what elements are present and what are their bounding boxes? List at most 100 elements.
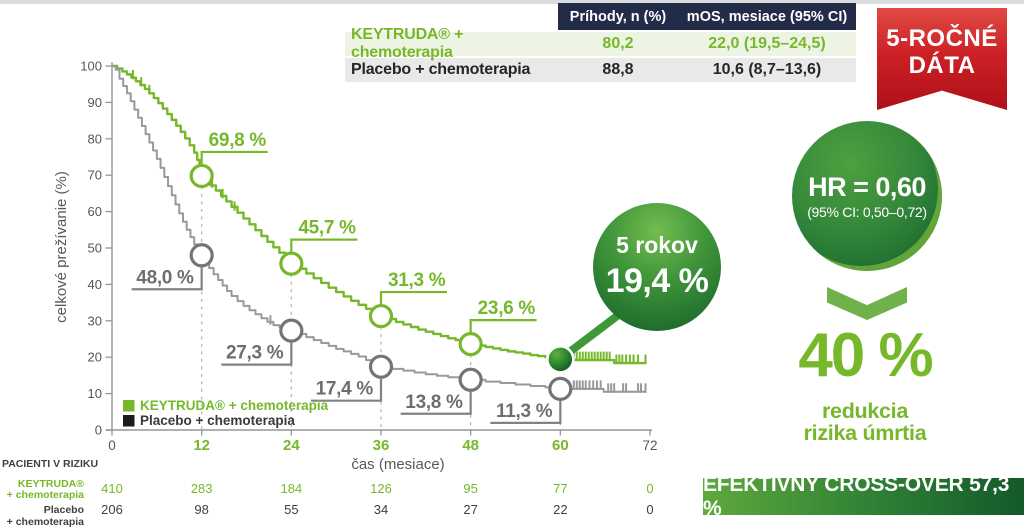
- milestone-point-placebo: [458, 367, 483, 392]
- x-axis-title: čas (mesiace): [351, 456, 444, 473]
- at-risk-value: 34: [374, 502, 388, 517]
- callout-line: [221, 342, 293, 366]
- at-risk-label-keytruda-2: + chemoterapia: [7, 489, 84, 501]
- five-year-highlight-circle: [593, 203, 721, 331]
- callout-line: [290, 238, 358, 252]
- y-tick-label: 20: [88, 350, 102, 365]
- callout-line: [379, 290, 447, 305]
- badge-line2: DÁTA: [908, 52, 976, 79]
- row-label: Placebo + chemoterapia: [351, 61, 531, 78]
- hr-value: HR = 0,60: [808, 172, 926, 202]
- legend-swatch-placebo: [123, 415, 135, 427]
- y-tick-label: 40: [88, 277, 102, 292]
- callout-line: [131, 267, 203, 291]
- censor-ticks: [131, 69, 647, 393]
- callout-line: [400, 391, 472, 415]
- at-risk-label-placebo-2: + chemoterapia: [7, 516, 84, 528]
- col-header-events: Príhody, n (%): [569, 8, 667, 25]
- summary-table: Príhody, n (%) mOS, mesiace (95% CI) KEY…: [345, 3, 856, 82]
- y-tick-label: 90: [88, 95, 102, 110]
- risk-reduction-line1: redukcia: [821, 399, 909, 423]
- callout-label: 13,8 %: [405, 392, 463, 413]
- axis-lines: [106, 62, 652, 431]
- x-tick-label: 60: [552, 437, 569, 454]
- at-risk-label-keytruda-1: KEYTRUDA®: [18, 478, 84, 490]
- x-tick-label: 36: [373, 437, 390, 454]
- at-risk-value: 126: [370, 481, 392, 496]
- summary-table-header-band: Príhody, n (%) mOS, mesiace (95% CI): [558, 3, 856, 30]
- y-tick-label: 0: [95, 423, 102, 438]
- risk-reduction-text: redukcia rizika úmrtia: [765, 400, 965, 444]
- y-tick-label: 60: [88, 204, 102, 219]
- callout-label: 23,6 %: [478, 298, 536, 319]
- at-risk-value: 0: [646, 481, 653, 496]
- legend-label-placebo: Placebo + chemoterapia: [140, 413, 295, 428]
- highlight-group: [546, 309, 625, 374]
- risk-reduction-value: 40 %: [798, 321, 933, 390]
- at-risk-value: 77: [553, 481, 567, 496]
- crossover-text: EFEKTÍVNY CROSS-OVER 57,3 %: [703, 472, 1010, 520]
- legend-swatch-keytruda: [123, 400, 135, 412]
- events-value: 80,2: [602, 35, 634, 52]
- y-tick-label: 70: [88, 168, 102, 183]
- milestone-point-keytruda: [458, 331, 483, 357]
- km-chart: 0 10 20 30 40 50 60 70 80 90 100 0 12 24 36 48 60 72 69,8…: [2, 59, 721, 528]
- callout-line: [490, 400, 562, 424]
- at-risk-values: 410 283 184 126 95 77 0 206 98 55 34 27 22 0: [101, 481, 653, 517]
- chevron-down-icon: [827, 287, 907, 320]
- x-tick-label: 0: [108, 438, 116, 453]
- callout-label: 27,3 %: [226, 343, 284, 364]
- y-tick-label: 50: [88, 241, 102, 256]
- milestone-point-placebo: [189, 243, 214, 268]
- callout-label: 11,3 %: [496, 401, 553, 422]
- col-header-mos: mOS, mesiace (95% CI): [686, 8, 848, 25]
- milestone-point-placebo: [368, 354, 394, 379]
- highlight-point: [546, 345, 575, 374]
- callout-label: 69,8 %: [209, 130, 267, 151]
- callout-line: [469, 318, 537, 333]
- milestone-point-keytruda: [368, 303, 394, 329]
- highlight-value: 19,4 %: [606, 262, 709, 300]
- at-risk-value: 410: [101, 481, 123, 496]
- five-year-data-badge: 5-ROČNÉ DÁTA: [877, 8, 1007, 110]
- events-value: 88,8: [602, 61, 634, 78]
- milestone-point-keytruda: [279, 251, 304, 276]
- highlight-label: 5 rokov: [616, 232, 698, 258]
- milestone-point-placebo: [548, 376, 573, 401]
- legend-label-keytruda: KEYTRUDA® + chemoterapia: [140, 398, 329, 413]
- km-curve-placebo: [112, 65, 647, 393]
- x-tick-label: 12: [193, 437, 210, 454]
- y-tick-label: 30: [88, 313, 102, 328]
- risk-reduction-block: 40 % redukcia rizika úmrtia: [765, 321, 965, 445]
- table-row-keytruda: KEYTRUDA® + chemoterapia 80,2 22,0 (19,5…: [345, 26, 856, 61]
- callout-label: 31,3 %: [388, 270, 446, 291]
- mos-value: 22,0 (19,5–24,5): [708, 35, 826, 52]
- callout-line: [311, 378, 383, 402]
- at-risk-value: 55: [284, 502, 298, 517]
- mos-value: 10,6 (8,7–13,6): [712, 61, 822, 78]
- callout-label: 45,7 %: [298, 218, 356, 239]
- highlight-connector: [562, 309, 625, 359]
- at-risk-value: 0: [646, 502, 653, 517]
- top-divider: [0, 0, 1024, 4]
- summary-table-header: Príhody, n (%) mOS, mesiace (95% CI): [345, 3, 856, 30]
- table-row-placebo: Placebo + chemoterapia 88,8 10,6 (8,7–13…: [345, 58, 856, 82]
- risk-reduction-line2: rizika úmrtia: [803, 421, 927, 445]
- milestone-point-placebo: [279, 318, 304, 343]
- axes: 0 10 20 30 40 50 60 70 80 90 100 0 12 24 36 48 60 72: [80, 59, 657, 455]
- at-risk-value: 27: [463, 502, 477, 517]
- at-risk-value: 98: [194, 502, 208, 517]
- row-label: KEYTRUDA® + chemoterapia: [351, 26, 464, 61]
- at-risk-value: 206: [101, 502, 123, 517]
- at-risk-value: 184: [280, 481, 302, 496]
- hr-circle: HR = 0,60 (95% CI: 0,50–0,72): [792, 121, 942, 271]
- callout-line: [200, 150, 268, 164]
- y-tick-label: 80: [88, 131, 102, 146]
- callout-label: 48,0 %: [136, 267, 194, 288]
- at-risk-value: 22: [553, 502, 567, 517]
- at-risk-value: 95: [463, 481, 477, 496]
- milestone-point-keytruda: [189, 163, 214, 189]
- y-tick-label: 10: [88, 386, 102, 401]
- x-tick-label: 72: [642, 438, 657, 453]
